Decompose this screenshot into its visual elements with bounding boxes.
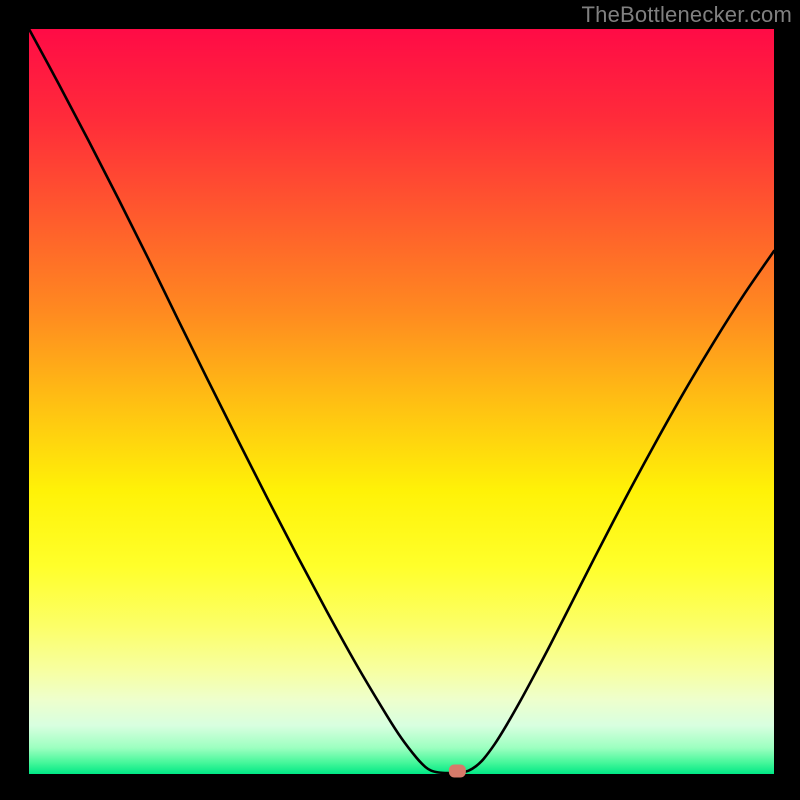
watermark-text: TheBottlenecker.com (582, 2, 792, 28)
bottleneck-chart (0, 0, 800, 800)
chart-stage: TheBottlenecker.com (0, 0, 800, 800)
optimum-marker (449, 765, 466, 778)
plot-background (29, 29, 774, 774)
